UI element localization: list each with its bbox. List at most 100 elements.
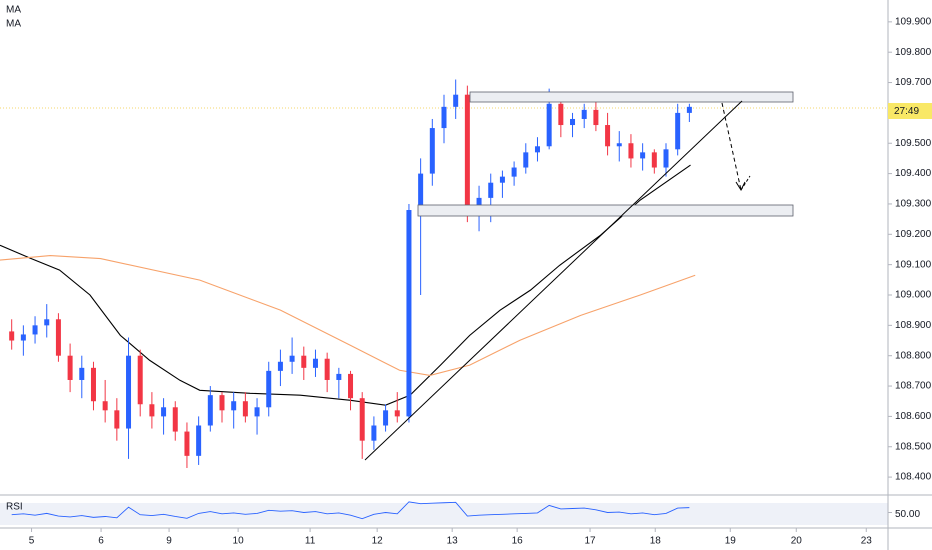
candle-body [336, 373, 342, 380]
candle-body [79, 367, 85, 380]
candle-body [184, 431, 190, 456]
candle-body [9, 331, 15, 341]
y-tick-label: 108.700 [895, 381, 932, 392]
candle-body [394, 410, 400, 417]
candle-body [488, 182, 494, 198]
candle-body [453, 94, 459, 107]
candle-body [476, 197, 482, 211]
x-tick-label: 17 [584, 536, 596, 547]
y-tick-label: 108.500 [895, 441, 932, 452]
candle-body [523, 152, 529, 168]
trendline [364, 100, 743, 461]
x-tick-label: 20 [791, 536, 803, 547]
y-tick-label: 109.200 [895, 229, 932, 240]
rsi-band [0, 503, 888, 525]
moving-average [0, 254, 696, 376]
pane-title: RSI [6, 502, 23, 513]
candle-body [628, 143, 634, 159]
candle-body [55, 319, 61, 356]
drawings [364, 91, 794, 461]
candle-body [429, 128, 435, 174]
candle-body [126, 355, 132, 429]
candle-body [20, 334, 26, 341]
y-tick-label: 109.700 [895, 77, 932, 88]
candle-body [67, 355, 73, 380]
candle-body [324, 358, 330, 380]
candle-body [219, 395, 225, 411]
candle-body [558, 103, 564, 126]
candle-body [581, 109, 587, 119]
x-tick-label: 9 [166, 536, 172, 547]
x-tick-label: 5 [29, 536, 35, 547]
legend-entry: MA [6, 19, 21, 30]
candle-body [277, 361, 283, 371]
candle-body [546, 103, 552, 147]
candle-body [172, 407, 178, 432]
candle-body [32, 325, 38, 335]
candle-body [511, 167, 517, 177]
x-tick-label: 12 [372, 536, 384, 547]
candle-body [605, 125, 611, 147]
x-tick-label: 10 [233, 536, 245, 547]
countdown-label: 27:49 [888, 103, 932, 119]
y-tick-label: 50.00 [895, 509, 920, 520]
candle-body [406, 210, 412, 417]
candle-body [266, 370, 272, 408]
candle-body [371, 425, 377, 441]
candle-body [663, 149, 669, 168]
y-tick-label: 109.400 [895, 168, 932, 179]
candle-body [640, 152, 646, 159]
y-tick-label: 109.500 [895, 138, 932, 149]
candle-body [383, 410, 389, 426]
y-tick-label: 108.600 [895, 411, 932, 422]
candle-body [242, 401, 248, 417]
candle-body [359, 398, 365, 441]
projection-arrow [721, 102, 742, 191]
candle-body [675, 112, 681, 150]
candle-body [348, 373, 354, 399]
rsi-line [11, 501, 690, 520]
y-tick-label: 108.900 [895, 320, 932, 331]
candle-body [207, 395, 213, 426]
candle-body [149, 404, 155, 417]
arrow-head [735, 181, 746, 192]
y-tick-label: 109.300 [895, 199, 932, 210]
candle-body [686, 106, 692, 113]
candle-body [102, 401, 108, 411]
candle-body [593, 109, 599, 126]
y-tick-label: 108.800 [895, 350, 932, 361]
legend-entry: MA [6, 5, 21, 16]
candle-body [499, 176, 505, 183]
countdown: 27:49 [894, 106, 919, 117]
y-tick-label: 109.000 [895, 290, 932, 301]
candle-body [161, 407, 167, 417]
y-tick-label: 109.800 [895, 47, 932, 58]
candle-body [90, 367, 96, 402]
candle-body [534, 146, 540, 153]
x-tick-label: 23 [861, 536, 873, 547]
candle-body [570, 118, 576, 126]
candle-body [114, 410, 120, 429]
y-tick-label: 109.100 [895, 259, 932, 270]
candle-body [196, 425, 202, 456]
candle-body [464, 94, 470, 211]
candle-body [616, 143, 622, 147]
resistance-box [469, 91, 794, 103]
candle-body [312, 358, 318, 368]
candle-body [44, 319, 50, 326]
countdown-bg [888, 103, 932, 119]
x-tick-label: 13 [447, 536, 459, 547]
y-tick-label: 108.400 [895, 472, 932, 483]
y-tick-label: 109.900 [895, 16, 932, 27]
support-box [417, 204, 794, 217]
candle-body [301, 355, 307, 368]
candle-body [441, 106, 447, 129]
candle-body [289, 355, 295, 362]
candle-body [231, 401, 237, 411]
x-tick-label: 11 [305, 536, 316, 547]
candle-body [651, 152, 657, 168]
candle-body [137, 355, 143, 405]
